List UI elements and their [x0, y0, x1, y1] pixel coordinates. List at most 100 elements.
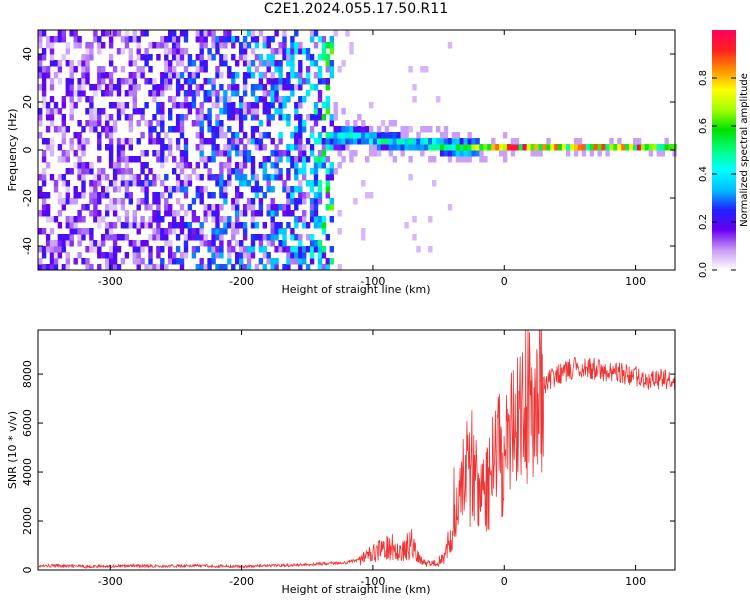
spectrogram-cell [298, 180, 303, 187]
spectrogram-cell [93, 126, 98, 133]
spectrogram-cell [61, 150, 66, 157]
spectrogram-cell [128, 174, 133, 181]
spectrogram-cell [38, 54, 43, 61]
spectrogram-cell [290, 66, 295, 73]
spectrogram-cell [400, 144, 405, 151]
spectrogram-cell [168, 186, 173, 193]
spectrogram-cell [49, 108, 55, 115]
spectrogram-cell [77, 90, 82, 97]
spectrogram-cell [404, 144, 409, 151]
spectrogram-cell [120, 36, 126, 43]
spectrogram-cell [254, 186, 260, 193]
spectrogram-cell [112, 198, 118, 205]
spectrogram-cell [140, 150, 145, 157]
spectrogram-cell [542, 144, 547, 151]
spectrogram-cell [404, 222, 409, 229]
spectrogram-cell [207, 258, 212, 265]
spectrogram-cell [97, 168, 102, 175]
spectrogram-cell [191, 96, 197, 103]
spectrogram-cell [589, 144, 594, 151]
spectrogram-cell [179, 258, 185, 265]
spectrogram-cell [239, 102, 244, 109]
spectrogram-cell [112, 252, 118, 259]
spectrogram-cell [45, 102, 51, 109]
spectrogram-cell [152, 264, 157, 271]
spectrogram-cell [49, 246, 55, 253]
spectrogram-cell [108, 252, 114, 259]
spectrogram-cell [160, 42, 165, 49]
spectrogram-cell [120, 144, 126, 151]
spectrogram-cell [250, 30, 256, 37]
spectrogram-cell [156, 156, 161, 163]
spectrogram-cell [65, 234, 70, 241]
spectrogram-cell [195, 120, 200, 127]
spectrogram-cell [148, 234, 153, 241]
spectrogram-cell [160, 84, 165, 91]
spectrogram-cell [298, 186, 303, 193]
spectrogram-cell [262, 252, 267, 259]
spectrogram-cell [112, 168, 118, 175]
spectrogram-cell [172, 186, 177, 193]
spectrogram-cell [175, 174, 181, 181]
spectrogram-cell [270, 162, 275, 169]
spectrogram-cell [108, 72, 114, 79]
spectrogram-cell [270, 90, 275, 97]
spectrogram-cell [93, 180, 98, 187]
spectrogram-cell [266, 42, 271, 49]
spectrogram-cell [365, 138, 370, 145]
spectrogram-cell [487, 144, 492, 151]
spectrogram-cell [140, 162, 145, 169]
spectrogram-cell [53, 264, 59, 271]
spectrogram-cell [120, 174, 126, 181]
y-tick-label: 4000 [21, 458, 34, 486]
spectrogram-cell [278, 132, 283, 139]
spectrogram-cell [246, 180, 252, 187]
spectrogram-cell [605, 150, 610, 157]
spectrogram-cell [65, 48, 70, 55]
spectrogram-cell [254, 180, 260, 187]
spectrogram-cell [199, 258, 204, 265]
spectrogram-cell [372, 132, 378, 139]
spectrogram-cell [317, 156, 323, 163]
spectrogram-cell [49, 150, 55, 157]
spectrogram-cell [211, 156, 216, 163]
spectrogram-cell [160, 264, 165, 271]
spectrogram-cell [183, 90, 189, 97]
spectrogram-cell [215, 90, 220, 97]
spectrogram-cell [175, 126, 181, 133]
spectrogram-cell [644, 144, 650, 151]
spectrogram-cell [195, 144, 200, 151]
spectrogram-cell [270, 186, 275, 193]
spectrogram-cell [239, 168, 244, 175]
spectrogram-cell [227, 168, 232, 175]
spectrogram-cell [101, 240, 106, 247]
spectrogram-cell [250, 138, 256, 145]
spectrogram-cell [231, 198, 236, 205]
spectrogram-cell [57, 30, 63, 37]
y-tick-label: 20 [21, 95, 34, 109]
spectrogram-cell [298, 78, 303, 85]
spectrogram-cell [290, 258, 295, 265]
spectrogram-cell [105, 222, 110, 229]
spectrogram-cell [235, 162, 240, 169]
spectrogram-cell [179, 222, 185, 229]
spectrogram-cell [81, 54, 86, 61]
spectrogram-cell [420, 144, 425, 151]
spectrogram-cell [290, 198, 295, 205]
spectrogram-cell [290, 72, 295, 79]
spectrogram-cell [317, 132, 323, 139]
spectrogram-cell [128, 168, 133, 175]
spectrogram-cell [211, 204, 216, 211]
spectrogram-cell [183, 162, 189, 169]
spectrogram-cell [101, 186, 106, 193]
spectrogram-cell [183, 180, 189, 187]
spectrogram-cell [246, 60, 252, 67]
spectrogram-cell [57, 198, 63, 205]
spectrogram-cell [242, 246, 248, 253]
spectrogram-cell [105, 132, 110, 139]
x-tick-label: -100 [360, 575, 385, 588]
spectrogram-cell [168, 48, 173, 55]
spectrogram-cell [231, 222, 236, 229]
spectrogram-cell [424, 138, 429, 145]
spectrogram-cell [172, 210, 177, 217]
